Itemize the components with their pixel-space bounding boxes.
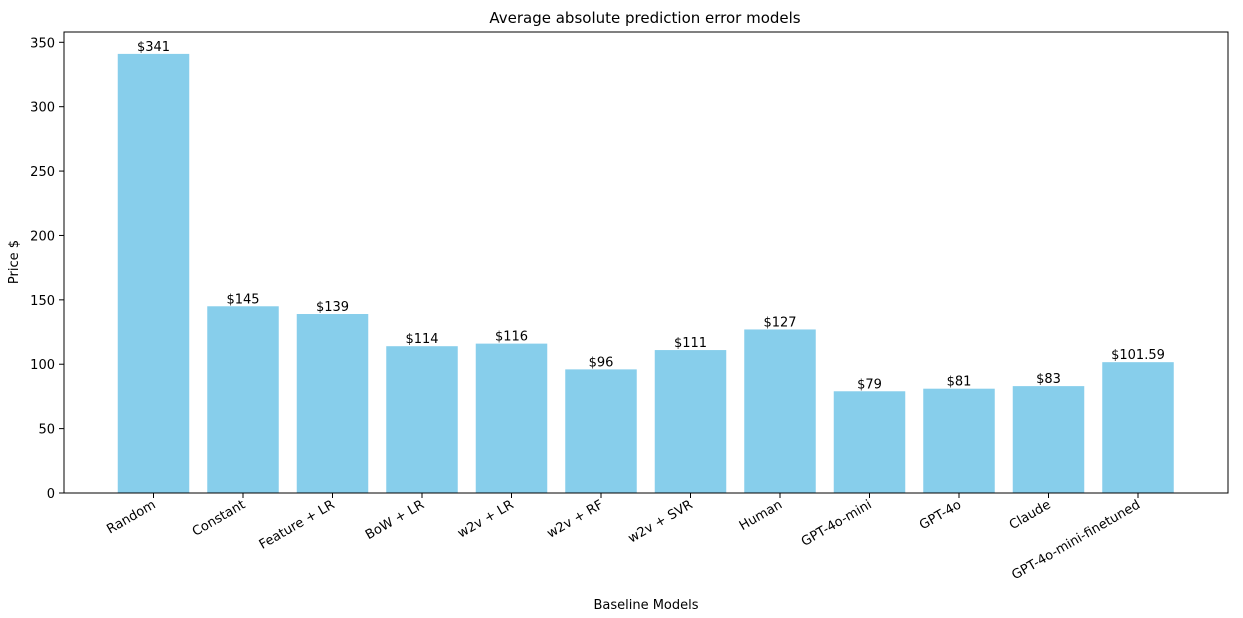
x-tick-label: GPT-4o-mini [799, 497, 875, 549]
bar [565, 369, 637, 493]
y-tick-label: 250 [30, 165, 55, 180]
bar-value-label: $341 [137, 40, 170, 55]
bar-value-label: $111 [674, 336, 707, 351]
x-tick-label: w2v + RF [545, 497, 606, 541]
x-tick-label: Feature + LR [257, 497, 338, 552]
bar [117, 53, 190, 494]
plot-frame [63, 31, 1229, 494]
y-tick-label: 200 [30, 229, 55, 244]
bar-value-label: $114 [405, 332, 438, 347]
bar [654, 350, 727, 493]
bar-value-label: $79 [857, 377, 882, 392]
x-tick-label: Constant [190, 497, 248, 539]
x-tick-label: w2v + LR [455, 497, 516, 541]
bar-value-label: $145 [226, 292, 259, 307]
y-tick-label: 150 [30, 294, 55, 309]
plot-area: 0 50 100 150 200 250 300 350 $341 Random $145 Const… [30, 36, 1174, 583]
bar [1102, 362, 1174, 493]
x-tick-label: Claude [1007, 497, 1054, 533]
bar [207, 306, 279, 493]
x-tick-label: BoW + LR [363, 497, 427, 543]
bar-value-label: $96 [589, 355, 614, 370]
bar [386, 346, 458, 493]
y-tick-label: 300 [30, 101, 55, 116]
bar-value-label: $139 [316, 300, 349, 315]
bar-value-label: $81 [947, 375, 972, 390]
x-tick-label: GPT-4o [917, 497, 964, 533]
x-tick-label: Human [737, 497, 785, 533]
y-tick-label: 50 [38, 423, 55, 438]
bar-value-label: $83 [1036, 372, 1061, 387]
bar-value-label: $116 [495, 330, 528, 345]
bar [475, 343, 548, 493]
x-axis-label: Baseline Models [593, 598, 698, 613]
bar-value-label: $101.59 [1111, 348, 1165, 363]
bar [744, 329, 816, 493]
y-tick-label: 350 [30, 36, 55, 51]
x-tick-label: Random [104, 497, 158, 537]
bar [833, 391, 906, 493]
y-tick-label: 100 [30, 358, 55, 373]
bar [923, 388, 995, 493]
y-axis-label: Price $ [7, 240, 22, 284]
bar [1012, 386, 1085, 493]
chart-title: Average absolute prediction error models [489, 9, 800, 27]
x-tick-label: w2v + SVR [626, 497, 696, 546]
bar-value-label: $127 [763, 315, 796, 330]
bar [296, 314, 369, 493]
y-tick-label: 0 [47, 487, 55, 502]
